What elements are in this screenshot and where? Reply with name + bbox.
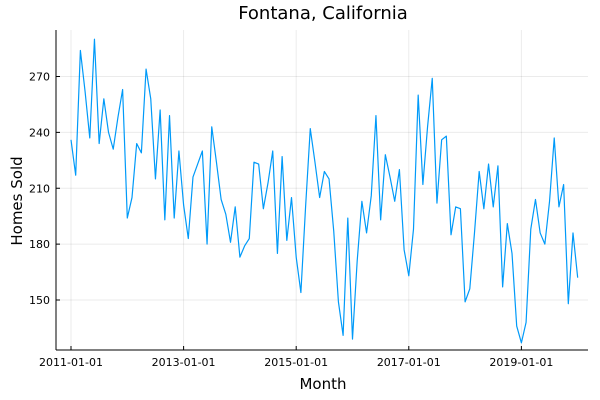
y-tick-label: 240 <box>29 126 50 139</box>
x-axis-title: Month <box>299 375 346 393</box>
y-tick-label: 270 <box>29 71 50 84</box>
x-tick-label: 2011-01-01 <box>39 356 103 369</box>
y-axis-title: Homes Sold <box>8 156 26 245</box>
series-line-homes-sold <box>70 38 579 344</box>
y-tick-label: 150 <box>29 294 50 307</box>
axes-layer <box>55 30 588 351</box>
chart-title: Fontana, California <box>238 3 408 24</box>
ticks-layer: 2011-01-01 2013-01-01 2015-01-01 2017-01-01… <box>29 71 553 370</box>
y-tick-label: 210 <box>29 182 50 195</box>
x-tick-label: 2015-01-01 <box>264 356 328 369</box>
x-tick-label: 2019-01-01 <box>489 356 553 369</box>
series-layer <box>70 38 579 344</box>
x-tick-label: 2017-01-01 <box>377 356 441 369</box>
y-tick-label: 180 <box>29 238 50 251</box>
grid-layer <box>56 30 588 350</box>
x-tick-label: 2013-01-01 <box>152 356 216 369</box>
